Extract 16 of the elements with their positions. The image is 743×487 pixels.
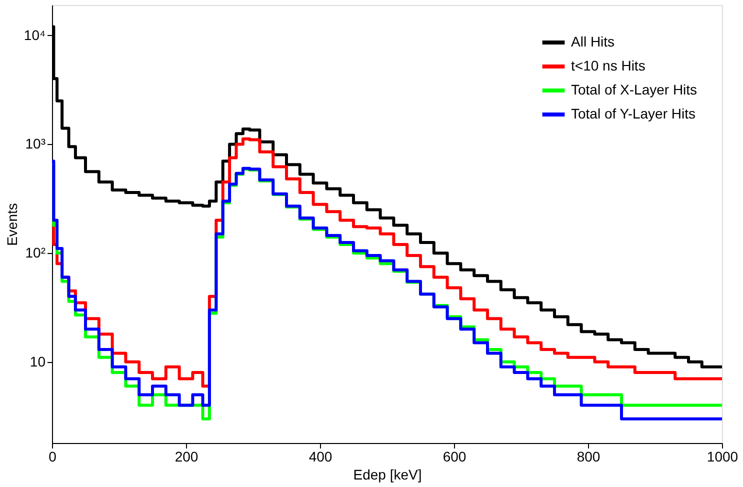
legend-label: All Hits <box>571 34 615 50</box>
y-tick-label: 10⁴ <box>24 26 46 43</box>
y-tick-label: 10 <box>30 353 46 370</box>
legend-label: Total of X-Layer Hits <box>571 82 698 98</box>
x-tick-label: 600 <box>442 448 466 464</box>
y-tick-label: 10³ <box>25 136 46 152</box>
y-axis-title: Events <box>4 203 20 246</box>
x-tick-label: 1000 <box>706 448 738 464</box>
x-axis-title: Edep [keV] <box>353 466 422 482</box>
legend-label: Total of Y-Layer Hits <box>571 106 696 122</box>
x-tick-label: 0 <box>48 448 57 464</box>
x-tick-label: 400 <box>308 448 332 464</box>
legend-label: t<10 ns Hits <box>571 58 646 74</box>
x-tick-label: 800 <box>576 448 600 464</box>
x-tick-label: 200 <box>174 448 198 464</box>
y-tick-label: 10² <box>25 244 46 261</box>
